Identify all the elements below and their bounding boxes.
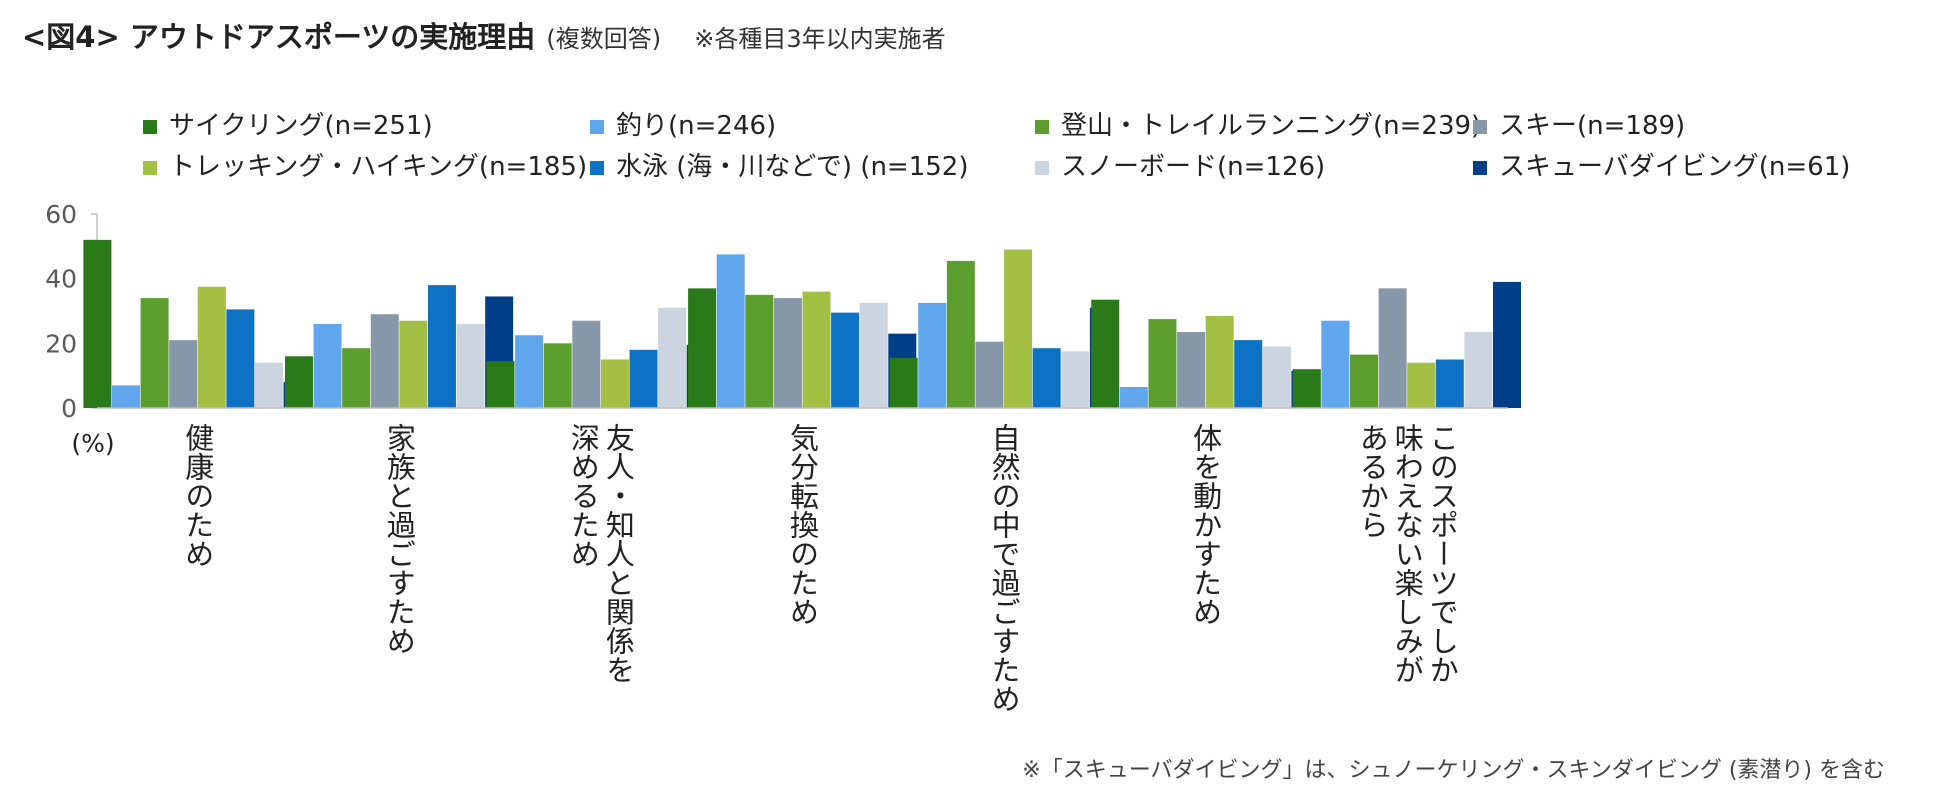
chart-note: ※各種目3年以内実施者 — [694, 25, 946, 53]
bar — [716, 254, 745, 408]
bar — [1350, 354, 1379, 408]
bar — [946, 260, 975, 408]
bar — [1464, 332, 1493, 408]
bar — [1119, 386, 1148, 408]
y-tick-label: 20 — [45, 329, 77, 358]
bar — [284, 356, 313, 408]
legend-label: スキューバダイビング(n=61) — [1499, 152, 1850, 182]
bar — [486, 361, 515, 408]
legend-item: スキューバダイビング(n=61) — [1473, 152, 1850, 182]
legend-swatch — [1473, 120, 1487, 134]
bar — [1435, 359, 1464, 408]
category-label: 味わえない楽しみが — [1390, 423, 1424, 684]
bar — [745, 294, 774, 408]
bar — [773, 298, 802, 408]
category-label: 自然の中で過ごすため — [987, 423, 1021, 713]
y-tick-label: 40 — [45, 265, 77, 294]
chart-title-row: <図4> アウトドアスポーツの実施理由 (複数回答) ※各種目3年以内実施者 — [22, 14, 946, 56]
legend-label: 水泳 (海・川などで) (n=152) — [616, 152, 968, 182]
bar — [1032, 348, 1061, 408]
category-label: 気分転換のため — [786, 423, 820, 626]
category-label: 体を動かすため — [1189, 423, 1223, 626]
bar — [859, 302, 888, 408]
legend-item: 釣り(n=246) — [590, 111, 776, 141]
legend-swatch — [1473, 161, 1487, 175]
bar — [1091, 299, 1120, 408]
footnote: ※「スキューバダイビング」は、シュノーケリング・スキンダイビング (素潜り) を… — [1022, 758, 1885, 783]
category-label: あるから — [1355, 423, 1389, 539]
bar — [1378, 288, 1407, 408]
bar — [515, 335, 544, 408]
bar — [1234, 340, 1263, 408]
bar — [543, 343, 572, 408]
category-label: 深めるため — [566, 423, 600, 568]
bar — [1493, 281, 1522, 408]
legend-label: スノーボード(n=126) — [1061, 152, 1325, 182]
bar — [342, 348, 371, 408]
bar — [918, 302, 947, 408]
y-tick-label: 0 — [61, 394, 77, 423]
bar — [399, 320, 428, 408]
legend-label: 登山・トレイルランニング(n=239) — [1061, 111, 1481, 141]
bar — [1407, 362, 1436, 408]
bar — [313, 323, 342, 408]
legend-item: 水泳 (海・川などで) (n=152) — [590, 152, 968, 182]
bar — [169, 340, 198, 408]
bar — [1262, 346, 1291, 408]
bar — [1177, 332, 1206, 408]
bar — [975, 341, 1004, 408]
bar — [1148, 319, 1177, 408]
y-axis-unit-label: (%) — [71, 429, 114, 458]
bar — [658, 307, 687, 408]
category-label: 友人・知人と関係を — [601, 423, 635, 684]
chart-subtitle: (複数回答) — [546, 25, 662, 53]
legend-swatch — [143, 161, 157, 175]
legend-label: スキー(n=189) — [1499, 111, 1685, 141]
y-tick-label: 60 — [45, 200, 77, 229]
bar — [688, 288, 717, 408]
category-label: このスポーツでしか — [1425, 423, 1459, 684]
bar — [370, 314, 399, 408]
legend-item: スノーボード(n=126) — [1035, 152, 1325, 182]
bar — [802, 291, 831, 408]
bar — [197, 286, 226, 408]
bar — [1004, 249, 1033, 408]
legend-label: 釣り(n=246) — [616, 111, 776, 141]
legend-item: サイクリング(n=251) — [143, 111, 433, 141]
bar — [629, 349, 658, 408]
bar — [140, 298, 169, 408]
category-label: 健康のため — [181, 423, 215, 568]
bar — [1205, 315, 1234, 408]
legend-swatch — [1035, 161, 1049, 175]
legend-swatch — [590, 120, 604, 134]
bar — [1292, 369, 1321, 408]
category-label: 家族と過ごすため — [382, 423, 416, 655]
legend-swatch — [1035, 120, 1049, 134]
chart-title: <図4> アウトドアスポーツの実施理由 — [22, 20, 536, 54]
bar — [254, 362, 283, 408]
bar — [1061, 351, 1090, 408]
bar — [572, 320, 601, 408]
legend-swatch — [590, 161, 604, 175]
bar — [83, 239, 112, 408]
legend-swatch — [143, 120, 157, 134]
legend-item: スキー(n=189) — [1473, 111, 1685, 141]
bar — [111, 385, 140, 408]
legend-label: トレッキング・ハイキング(n=185) — [169, 152, 587, 182]
bar — [427, 285, 456, 408]
bar — [600, 359, 629, 408]
bar — [226, 309, 255, 408]
bar — [1321, 320, 1350, 408]
bar — [831, 312, 860, 408]
bar — [889, 357, 918, 408]
legend-label: サイクリング(n=251) — [169, 111, 433, 141]
bar — [456, 323, 485, 408]
legend-item: 登山・トレイルランニング(n=239) — [1035, 111, 1481, 141]
legend-item: トレッキング・ハイキング(n=185) — [143, 152, 587, 182]
